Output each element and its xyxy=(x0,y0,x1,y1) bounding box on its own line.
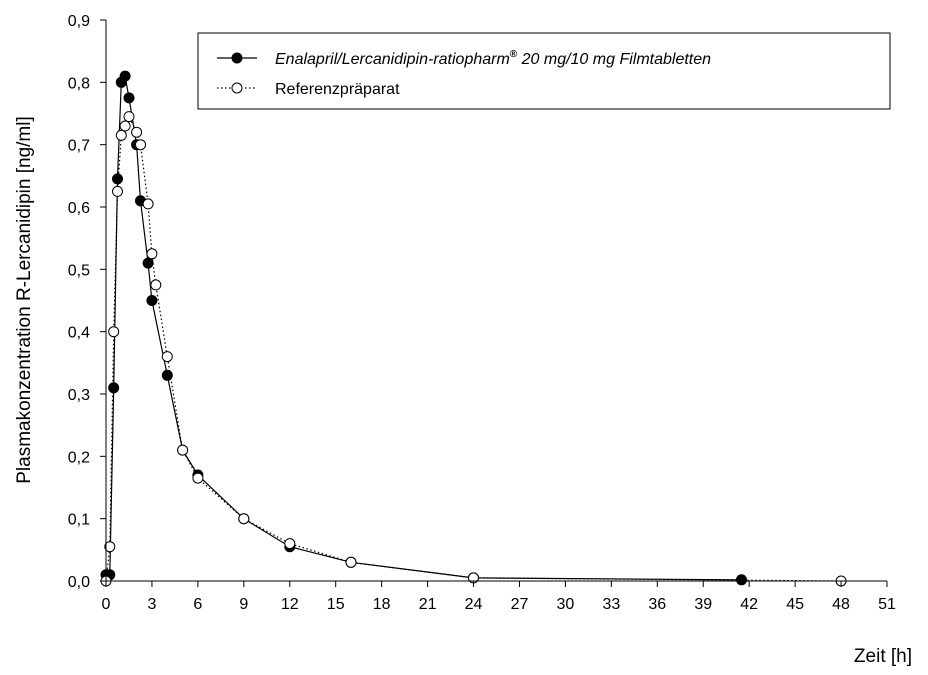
series-point-reference xyxy=(123,111,135,123)
series-point-reference xyxy=(146,248,158,260)
y-tick-label: 0,4 xyxy=(68,325,90,342)
series-point-test xyxy=(108,382,120,394)
x-tick-label: 27 xyxy=(511,596,529,613)
series-point-reference xyxy=(119,120,131,132)
x-tick-label: 9 xyxy=(239,596,248,613)
legend-label-test-main: Enalapril/Lercanidipin-ratiopharm xyxy=(275,51,510,68)
x-ticks: 0 3 6 9 12 15 18 21 24 27 30 33 36 39 42 45 48 51 xyxy=(102,581,896,613)
series-point-reference xyxy=(108,326,120,338)
series-point-reference xyxy=(284,538,296,550)
legend-label-reference: Referenzpräparat xyxy=(275,81,400,98)
series-point-test xyxy=(112,173,123,185)
legend-marker-reference xyxy=(231,82,243,94)
series-line-reference xyxy=(105,115,842,582)
series-point-reference xyxy=(192,472,204,484)
y-tick-label: 0,9 xyxy=(68,13,90,30)
legend-marker-test xyxy=(231,52,243,64)
series-point-reference xyxy=(104,541,116,553)
x-tick-label: 39 xyxy=(694,596,712,613)
series-point-reference xyxy=(142,198,154,210)
x-tick-label: 30 xyxy=(557,596,575,613)
legend-box xyxy=(197,32,891,110)
series-point-test xyxy=(142,257,154,269)
series-point-reference xyxy=(135,139,146,151)
series-point-test xyxy=(119,70,131,82)
series-line-test xyxy=(106,74,742,581)
y-tick-label: 0,2 xyxy=(68,449,90,466)
y-tick-label: 0,1 xyxy=(68,512,90,529)
x-tick-label: 15 xyxy=(327,596,345,613)
x-tick-label: 21 xyxy=(419,596,437,613)
series-point-reference xyxy=(115,129,127,141)
x-tick-label: 12 xyxy=(281,596,299,613)
series-point-reference xyxy=(161,351,173,363)
x-axis-title: Zeit [h] xyxy=(854,646,912,667)
y-tick-label: 0,6 xyxy=(68,200,90,217)
x-tick-label: 48 xyxy=(832,596,850,613)
series-point-reference xyxy=(345,556,357,568)
series-point-test xyxy=(736,574,747,586)
y-tick-label: 0,8 xyxy=(68,75,90,92)
x-tick-label: 6 xyxy=(193,596,202,613)
x-tick-label: 0 xyxy=(102,596,111,613)
y-tick-label: 0,5 xyxy=(68,262,90,279)
series-point-test xyxy=(123,92,135,104)
y-tick-label: 0,3 xyxy=(68,387,90,404)
x-tick-label: 51 xyxy=(878,596,896,613)
legend-label-test-rest: 20 mg/10 mg Filmtabletten xyxy=(517,51,711,68)
x-tick-label: 45 xyxy=(786,596,804,613)
y-tick-label: 0,0 xyxy=(68,574,90,591)
x-tick-label: 36 xyxy=(648,596,666,613)
x-tick-label: 3 xyxy=(147,596,156,613)
x-tick-label: 33 xyxy=(602,596,620,613)
series-point-reference xyxy=(150,279,162,291)
x-tick-label: 24 xyxy=(465,596,483,613)
x-tick-label: 18 xyxy=(373,596,391,613)
series-point-reference xyxy=(112,185,123,197)
series-point-test xyxy=(146,295,158,306)
series-point-reference xyxy=(131,126,143,138)
legend: Enalapril/Lercanidipin-ratiopharm® 20 mg… xyxy=(197,32,891,110)
series-point-test xyxy=(161,369,173,381)
series-markers xyxy=(100,70,847,587)
series-point-reference xyxy=(238,513,250,525)
y-tick-label: 0,7 xyxy=(68,138,90,155)
series-point-reference xyxy=(177,444,189,456)
y-ticks: 0,0 0,1 0,2 0,3 0,4 0,5 0,6 0,7 0,8 0,9 xyxy=(68,13,106,591)
legend-label-test-mark: ® xyxy=(510,49,518,60)
axes xyxy=(105,20,887,582)
y-axis-title: Plasmakonzentration R-Lercanidipin [ng/m… xyxy=(14,116,35,484)
series-lines xyxy=(105,74,842,582)
legend-label-test: Enalapril/Lercanidipin-ratiopharm® 20 mg… xyxy=(275,49,711,68)
x-tick-label: 42 xyxy=(740,596,758,613)
